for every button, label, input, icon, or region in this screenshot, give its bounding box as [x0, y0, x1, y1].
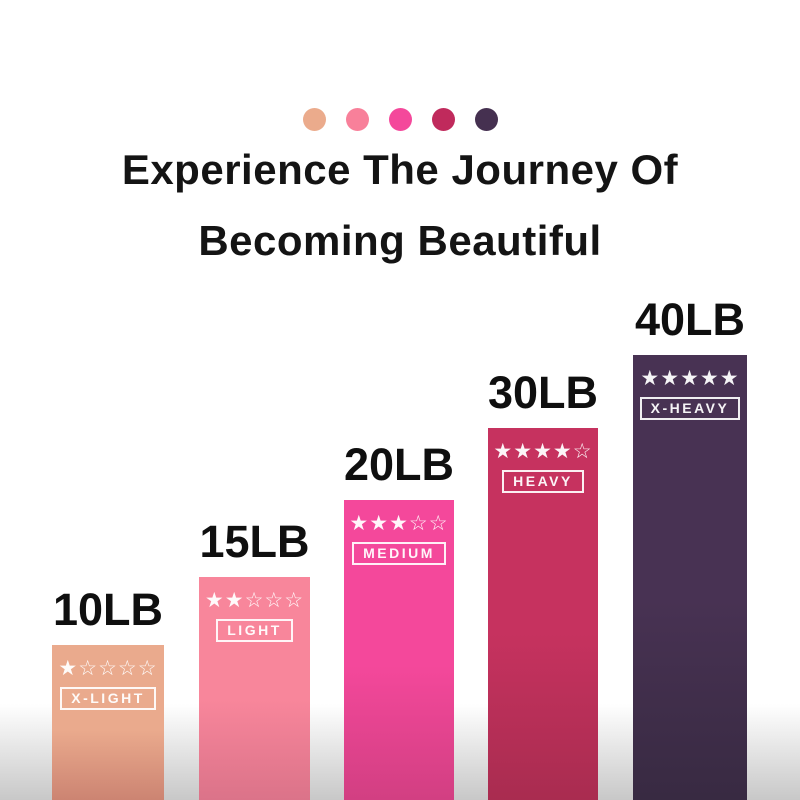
- level-badge: X-LIGHT: [60, 687, 156, 710]
- bar-weight-label: 10LB: [52, 584, 164, 635]
- level-badge: MEDIUM: [352, 542, 446, 565]
- star-rating: ★★★★★: [640, 367, 740, 390]
- palette-dot-xheavy: [474, 108, 498, 131]
- bar-group-15lb: 15LB ★★☆☆☆ LIGHT: [199, 519, 310, 800]
- star-rating: ★★☆☆☆: [204, 589, 305, 612]
- bar-group-30lb: 30LB ★★★★☆ HEAVY: [488, 370, 598, 800]
- bar-column-xheavy: ★★★★★ X-HEAVY: [633, 355, 747, 800]
- page-title: Experience The Journey Of Becoming Beaut…: [0, 134, 800, 276]
- level-badge: LIGHT: [216, 619, 293, 642]
- bar-group-20lb: 20LB ★★★☆☆ MEDIUM: [344, 442, 454, 800]
- title-line-2: Becoming Beautiful: [198, 217, 602, 264]
- palette-dot-heavy: [431, 108, 455, 131]
- palette-dot-medium: [388, 108, 412, 131]
- bar-column-xlight: ★☆☆☆☆ X-LIGHT: [52, 645, 164, 800]
- level-badge: X-HEAVY: [639, 397, 741, 420]
- star-rating: ★★★★☆: [493, 440, 593, 463]
- bar-column-light: ★★☆☆☆ LIGHT: [199, 577, 310, 800]
- palette-dot-light: [345, 108, 369, 131]
- title-line-1: Experience The Journey Of: [121, 146, 679, 193]
- bar-column-heavy: ★★★★☆ HEAVY: [488, 428, 598, 800]
- star-rating: ★★★☆☆: [349, 512, 449, 535]
- palette-dots: [0, 108, 800, 131]
- level-badge: HEAVY: [502, 470, 584, 493]
- palette-dot-xlight: [302, 108, 326, 131]
- bar-column-medium: ★★★☆☆ MEDIUM: [344, 500, 454, 800]
- bar-weight-label: 20LB: [343, 439, 455, 490]
- bar-group-40lb: 40LB ★★★★★ X-HEAVY: [633, 297, 747, 800]
- bar-weight-label: 15LB: [199, 516, 310, 567]
- bar-weight-label: 30LB: [487, 367, 599, 418]
- bar-weight-label: 40LB: [634, 294, 746, 345]
- bar-group-10lb: 10LB ★☆☆☆☆ X-LIGHT: [52, 587, 164, 800]
- star-rating: ★☆☆☆☆: [58, 657, 158, 680]
